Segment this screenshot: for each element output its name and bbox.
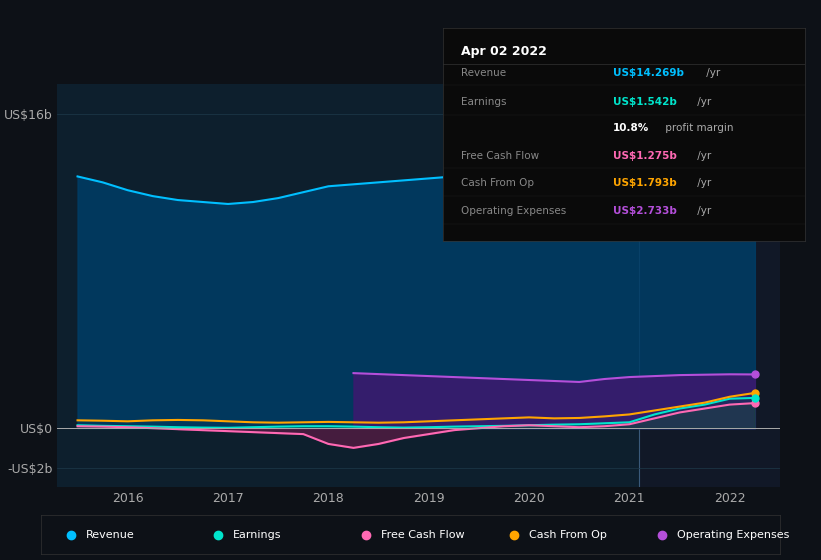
Text: 10.8%: 10.8%: [613, 123, 649, 133]
Text: Free Cash Flow: Free Cash Flow: [461, 151, 539, 161]
Text: Revenue: Revenue: [85, 530, 134, 540]
Text: Operating Expenses: Operating Expenses: [461, 206, 566, 216]
Text: /yr: /yr: [704, 68, 721, 78]
Text: US$1.793b: US$1.793b: [613, 178, 677, 188]
Text: US$2.733b: US$2.733b: [613, 206, 677, 216]
Text: Cash From Op: Cash From Op: [529, 530, 607, 540]
Text: US$1.275b: US$1.275b: [613, 151, 677, 161]
Text: /yr: /yr: [695, 206, 712, 216]
Text: /yr: /yr: [695, 151, 712, 161]
Text: profit margin: profit margin: [662, 123, 733, 133]
Bar: [640, 84, 780, 487]
Text: Operating Expenses: Operating Expenses: [677, 530, 789, 540]
Text: Apr 02 2022: Apr 02 2022: [461, 45, 548, 58]
Text: Cash From Op: Cash From Op: [461, 178, 534, 188]
Text: /yr: /yr: [695, 97, 712, 108]
Text: Revenue: Revenue: [461, 68, 507, 78]
Text: Free Cash Flow: Free Cash Flow: [381, 530, 465, 540]
Text: Earnings: Earnings: [461, 97, 507, 108]
Text: US$1.542b: US$1.542b: [613, 97, 677, 108]
Text: US$14.269b: US$14.269b: [613, 68, 684, 78]
Text: Earnings: Earnings: [233, 530, 282, 540]
Text: /yr: /yr: [695, 178, 712, 188]
